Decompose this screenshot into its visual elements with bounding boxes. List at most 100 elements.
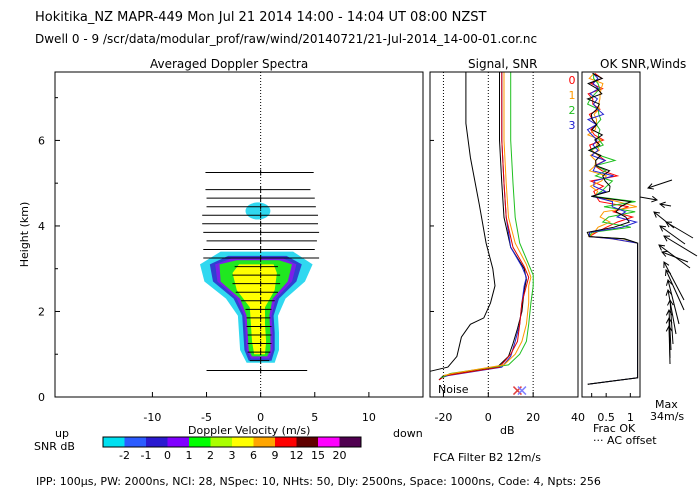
colorbar-level-label: 0 (164, 449, 171, 462)
colorbar-swatch (296, 437, 318, 447)
signal-xtick-label: 20 (526, 411, 540, 424)
wind-arrow-head (647, 183, 654, 190)
doppler-xtick-label: 10 (362, 411, 376, 424)
snr-db-label: SNR dB (34, 440, 75, 453)
colorbar-level-label: 3 (229, 449, 236, 462)
wind-arrow-head (665, 288, 673, 296)
radar-params: IPP: 100µs, PW: 2000ns, NCI: 28, NSpec: … (36, 475, 601, 488)
colorbar-swatch (253, 437, 275, 447)
colorbar-level-label: 6 (250, 449, 257, 462)
wind-arrow (639, 196, 658, 201)
oksnr-legend-2: 2 (569, 104, 576, 117)
oksnr-legend-1: 1 (569, 89, 576, 102)
signal-xtick-label: 40 (571, 411, 585, 424)
file-path: Dwell 0 - 9 /scr/data/modular_prof/raw/w… (35, 32, 538, 46)
signal-series-snr-green (440, 72, 534, 379)
colorbar-level-label: 15 (311, 449, 325, 462)
frac-ok-trace (586, 72, 639, 385)
oksnr-axes-frame (581, 71, 641, 398)
max-speed: 34m/s (650, 410, 685, 423)
frac-ok-trace (586, 72, 639, 385)
doppler-ytick-label: 2 (38, 305, 45, 318)
colorbar-level-label: 2 (207, 449, 214, 462)
colorbar-level-label: 9 (272, 449, 279, 462)
wind-arrow (659, 225, 686, 245)
signal-series-snr-orange (443, 72, 532, 377)
wind-arrow (659, 203, 672, 207)
wind-arrow (663, 235, 698, 257)
colorbar-swatch (232, 437, 254, 447)
oksnr-xtick-label: 0.5 (597, 411, 615, 424)
doppler-axes-frame (54, 71, 424, 398)
doppler-title: Averaged Doppler Spectra (150, 57, 309, 71)
colorbar-level-label: -1 (141, 449, 152, 462)
colorbar-swatch (318, 437, 340, 447)
colorbar-swatch (210, 437, 232, 447)
signal-axes-frame (429, 71, 579, 398)
wind-arrow-head (659, 225, 667, 232)
doppler-xtick-label: -5 (201, 411, 212, 424)
wind-arrow (668, 325, 671, 365)
doppler-ylabel: Height (km) (18, 202, 31, 268)
signal-series-snr-red (438, 72, 530, 381)
doppler-xlabel: Doppler Velocity (m/s) (188, 424, 311, 437)
wind-arrow-head (665, 308, 673, 316)
colorbar-level-label: -2 (119, 449, 130, 462)
noise-marker (517, 386, 527, 396)
wind-arrow (647, 179, 673, 189)
frac-ok-label: Frac OK (593, 422, 636, 435)
up-label: up (55, 427, 69, 440)
colorbar-frame (102, 436, 362, 448)
doppler-ytick-label: 4 (38, 220, 45, 233)
signal-title: Signal, SNR (468, 57, 538, 71)
wind-arrow-head (653, 211, 660, 218)
wind-arrow (667, 289, 677, 335)
signal-series-snr-blue (441, 72, 527, 379)
max-label: Max (655, 398, 678, 411)
oksnr-legend-0: 0 (569, 74, 576, 87)
doppler-xtick-label: -10 (143, 411, 161, 424)
colorbar-swatch (124, 437, 146, 447)
wind-arrow (667, 279, 680, 325)
wind-arrow (661, 251, 689, 263)
signal-xtick-label: 0 (485, 411, 492, 424)
doppler-ytick-label: 6 (38, 134, 45, 147)
doppler-xtick-label: 5 (311, 411, 318, 424)
wind-arrow-head (666, 278, 673, 286)
wind-arrow (663, 261, 685, 301)
signal-series-snr-black (438, 72, 527, 381)
colorbar-swatch (167, 437, 189, 447)
signal-xlabel: dB (500, 424, 515, 437)
wind-arrow (665, 221, 694, 239)
colorbar-level-label: 12 (290, 449, 304, 462)
signal-xtick-label: -20 (434, 411, 452, 424)
colorbar-swatch (275, 437, 297, 447)
ac-offset-label: ··· AC offset (593, 434, 657, 447)
wind-arrow-head (658, 244, 666, 251)
spectra-upper-echo (245, 202, 271, 220)
colorbar-level-label: 1 (186, 449, 193, 462)
wind-arrow-head (665, 269, 672, 277)
colorbar-swatch (146, 437, 168, 447)
noise-marker (512, 386, 522, 396)
colorbar-swatch (339, 437, 361, 447)
plot-title: Hokitika_NZ MAPR-449 Mon Jul 21 2014 14:… (35, 10, 487, 25)
wind-arrow-head (663, 235, 671, 242)
oksnr-xtick-label: 1 (627, 411, 634, 424)
wind-arrow-head (658, 201, 666, 209)
wind-arrow (653, 211, 675, 229)
colorbar-swatch (103, 437, 125, 447)
wind-arrow-head (665, 221, 673, 228)
colorbar-swatch (189, 437, 211, 447)
wind-arrow-head (667, 298, 674, 306)
wind-arrow-head (651, 195, 659, 203)
fca-filter: FCA Filter B2 12m/s (433, 451, 541, 464)
doppler-ytick-label: 0 (38, 391, 45, 404)
oksnr-title: OK SNR,Winds (600, 57, 687, 71)
down-label: down (393, 427, 423, 440)
wind-arrow-head (663, 261, 670, 269)
wind-arrow-head (661, 250, 669, 257)
wind-arrow-head (665, 324, 673, 332)
oksnr-legend-3: 3 (569, 119, 576, 132)
